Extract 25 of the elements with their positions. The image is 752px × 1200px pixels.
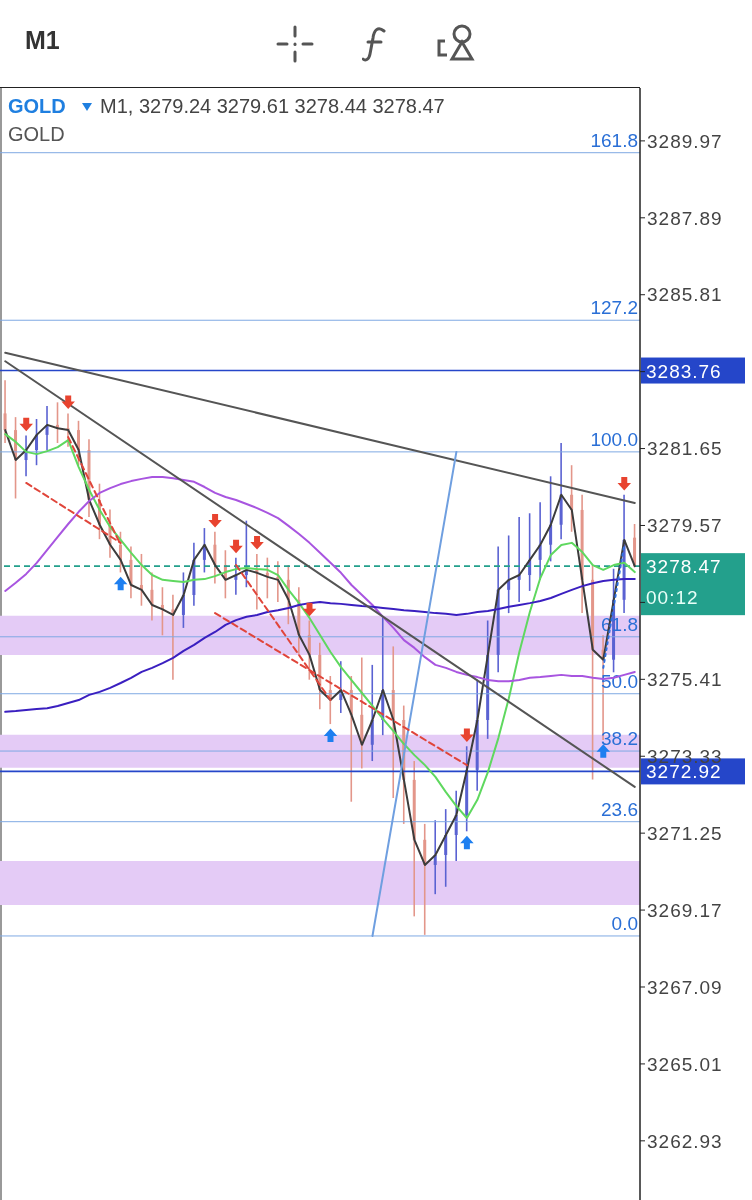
ref-line-label: 3278.47 xyxy=(646,556,722,578)
chart-title: M1 xyxy=(25,26,60,55)
annotation: M1, 3279.24 3279.61 3278.44 3278.47 xyxy=(100,95,445,118)
y-tick-label: 3271.25 xyxy=(647,822,723,844)
annotation: 127.2 xyxy=(590,297,638,319)
y-tick-label: 3275.41 xyxy=(647,669,723,691)
y-tick-label: 3279.57 xyxy=(647,515,723,537)
chart-subtitle: GOLD xyxy=(8,95,66,118)
y-tick-label: 3267.09 xyxy=(647,976,723,998)
y-tick-label: 3269.17 xyxy=(647,899,723,921)
annotation: 23.6 xyxy=(601,798,638,820)
annotation: 0.0 xyxy=(611,912,638,934)
y-tick-label: 3287.89 xyxy=(647,207,723,229)
y-tick-label: 3285.81 xyxy=(647,284,723,306)
annotation: 38.2 xyxy=(601,728,638,750)
ref-line-label: 3283.76 xyxy=(646,360,722,382)
annotation: GOLD xyxy=(8,123,65,146)
annotation: 50.0 xyxy=(601,670,638,692)
y-tick-label: 3262.93 xyxy=(647,1130,723,1152)
annotation: 161.8 xyxy=(590,129,638,151)
y-tick-label: 3281.65 xyxy=(647,438,723,460)
annotation: 100.0 xyxy=(590,428,638,450)
y-tick-label: 3265.01 xyxy=(647,1053,723,1075)
text: 00:12 xyxy=(646,587,699,609)
y-tick-label: 3289.97 xyxy=(647,130,723,152)
